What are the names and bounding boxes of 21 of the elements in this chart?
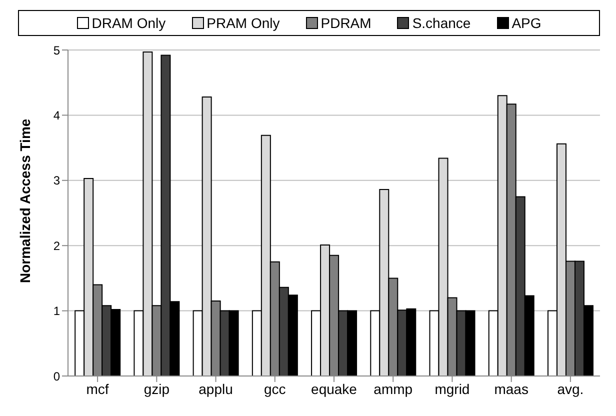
y-tick-label: 0 [53, 369, 60, 384]
legend-label: PRAM Only [206, 15, 280, 31]
legend-label: APG [510, 15, 542, 31]
legend-label: PDRAM [320, 15, 372, 31]
y-tick-label: 5 [53, 43, 60, 58]
y-tick-label: 2 [53, 238, 60, 253]
legend-label: S.chance [411, 15, 471, 31]
y-tick-label: 4 [53, 108, 60, 122]
x-tick-label: gzip [144, 380, 170, 397]
x-tick-label: mcf [86, 380, 109, 397]
x-tick-label: equake [311, 380, 358, 397]
x-tick-label: applu [198, 380, 233, 397]
y-axis-title: Normalized Access Time [16, 118, 33, 283]
y-tick-label: 3 [53, 174, 60, 188]
x-tick-label: avg. [557, 380, 584, 397]
x-tick-label: gcc [264, 380, 286, 397]
x-tick-label: maas [494, 380, 528, 397]
legend-label: DRAM Only [90, 15, 166, 31]
x-tick-label: mgrid [434, 380, 470, 397]
x-tick-label: ammp [374, 380, 413, 397]
y-tick-label: 1 [53, 304, 60, 318]
